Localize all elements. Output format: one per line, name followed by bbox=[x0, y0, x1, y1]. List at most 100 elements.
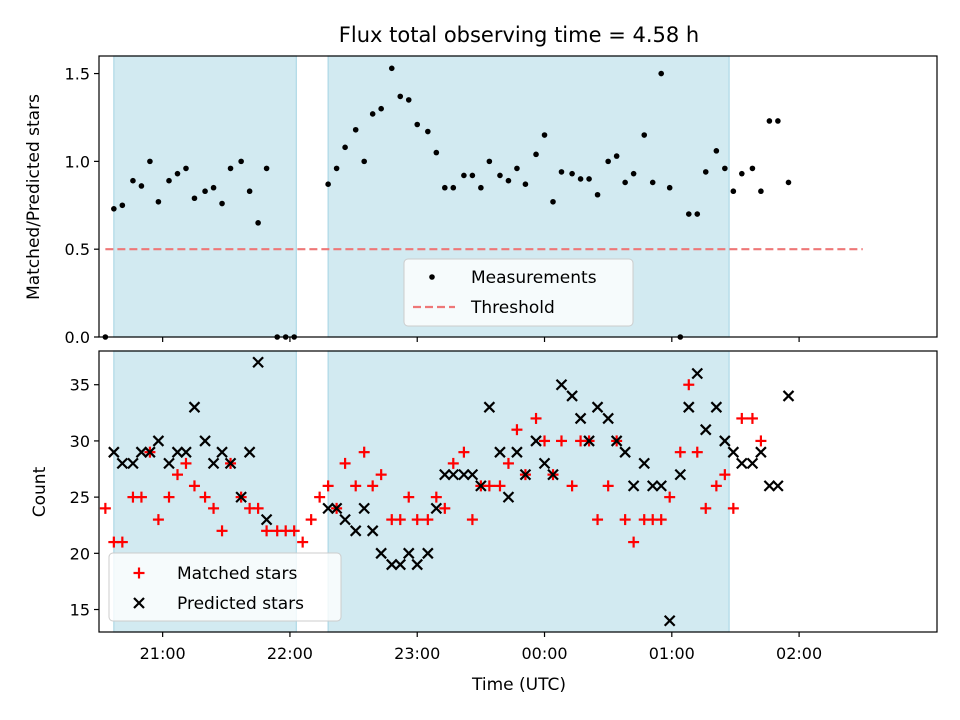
predicted-star-point bbox=[663, 614, 676, 627]
measurement-point bbox=[166, 177, 172, 184]
predicted-star-point bbox=[458, 468, 470, 481]
measurement-point bbox=[558, 169, 565, 175]
measurement-point bbox=[486, 158, 493, 165]
matched-star-point bbox=[566, 480, 578, 492]
predicted-star-point bbox=[772, 480, 784, 492]
matched-star-point bbox=[655, 514, 667, 526]
predicted-star-point bbox=[375, 547, 387, 560]
predicted-star-point bbox=[322, 502, 334, 515]
measurement-points bbox=[102, 65, 792, 340]
predicted-stars-points bbox=[108, 356, 795, 627]
predicted-star-point bbox=[411, 558, 424, 571]
predicted-star-point bbox=[216, 446, 228, 458]
matched-star-point bbox=[288, 525, 300, 537]
matched-star-point bbox=[135, 491, 147, 503]
measurement-point bbox=[658, 70, 665, 77]
bottom-y-tick-label: 35 bbox=[70, 376, 90, 395]
measurement-point bbox=[263, 165, 270, 172]
predicted-star-point bbox=[394, 558, 407, 571]
measurement-point bbox=[478, 184, 484, 191]
matched-star-point bbox=[458, 446, 470, 458]
predicted-star-point bbox=[746, 457, 759, 470]
matched-star-point bbox=[736, 412, 748, 424]
predicted-star-point bbox=[422, 547, 434, 560]
matched-star-point bbox=[555, 435, 567, 447]
measurement-point bbox=[369, 111, 376, 117]
predicted-star-point bbox=[188, 401, 201, 413]
predicted-star-point bbox=[566, 390, 578, 402]
measurement-point bbox=[775, 118, 781, 124]
matched-star-point bbox=[116, 536, 128, 548]
measurement-point bbox=[325, 181, 331, 188]
predicted-star-point bbox=[591, 401, 604, 413]
matched-star-point bbox=[592, 514, 604, 526]
matched-star-point bbox=[305, 514, 317, 526]
matched-star-point bbox=[314, 491, 326, 503]
matched-star-point bbox=[619, 514, 631, 526]
matched-star-point bbox=[411, 514, 423, 526]
predicted-star-point bbox=[447, 468, 460, 481]
predicted-star-point bbox=[152, 435, 165, 447]
predicted-star-point bbox=[108, 446, 120, 458]
predicted-star-point bbox=[430, 502, 443, 515]
predicted-star-point bbox=[763, 480, 776, 492]
predicted-star-point bbox=[439, 468, 451, 481]
predicted-star-point bbox=[511, 446, 523, 458]
measurement-point bbox=[533, 151, 539, 158]
bottom-legend-box bbox=[108, 552, 342, 622]
measurement-point bbox=[246, 188, 253, 195]
top-y-tick-label: 0.5 bbox=[65, 240, 90, 259]
predicted-star-point bbox=[727, 446, 740, 458]
matched-star-point bbox=[403, 491, 415, 503]
measurement-point bbox=[713, 148, 720, 154]
matched-star-point bbox=[367, 480, 379, 492]
measurement-point bbox=[450, 184, 457, 191]
predicted-star-point bbox=[366, 525, 379, 537]
measurement-point bbox=[138, 183, 145, 189]
predicted-star-point bbox=[538, 457, 551, 470]
legend-measurements-label: Measurements bbox=[471, 268, 597, 288]
measurement-point bbox=[238, 158, 244, 165]
predicted-star-point bbox=[402, 547, 415, 560]
x-axis-label: Time (UTC) bbox=[471, 675, 566, 695]
bottom-x-ticks: 21:00 22:00 23:00 00:00 01:00 02:00 bbox=[140, 632, 822, 663]
measurement-point bbox=[694, 211, 701, 217]
measurement-point bbox=[442, 184, 448, 191]
measurement-point bbox=[605, 158, 611, 165]
predicted-star-point bbox=[199, 435, 211, 447]
legend-measurement-marker bbox=[429, 274, 435, 280]
top-y-tick-label: 0.0 bbox=[65, 328, 90, 347]
x-tick-label: 02:00 bbox=[776, 644, 822, 663]
matched-star-point bbox=[755, 435, 767, 447]
matched-star-point bbox=[180, 457, 192, 469]
measurement-point bbox=[219, 200, 225, 207]
measurement-point bbox=[497, 172, 503, 179]
measurement-point bbox=[666, 184, 673, 191]
predicted-star-point bbox=[755, 446, 767, 458]
predicted-star-point bbox=[144, 446, 156, 458]
measurement-point bbox=[388, 65, 395, 72]
top-x-ticks bbox=[162, 337, 800, 342]
x-tick-label: 01:00 bbox=[649, 644, 695, 663]
x-tick-label: 23:00 bbox=[394, 644, 440, 663]
predicted-star-point bbox=[782, 390, 795, 402]
bottom-panel: 15 20 25 30 35 21:00 22:00 23:00 00:00 01:00 02:0… bbox=[30, 350, 938, 695]
predicted-star-point bbox=[349, 525, 362, 537]
matched-star-point bbox=[700, 502, 712, 514]
measurement-point bbox=[397, 93, 404, 100]
measurement-point bbox=[130, 177, 136, 184]
measurement-point bbox=[685, 211, 692, 217]
predicted-star-point bbox=[674, 468, 687, 481]
measurement-point bbox=[469, 172, 476, 179]
matched-star-point bbox=[339, 457, 351, 469]
matched-star-point bbox=[252, 502, 264, 514]
matched-star-point bbox=[350, 480, 362, 492]
legend-threshold-label: Threshold bbox=[470, 298, 555, 318]
matched-star-point bbox=[188, 480, 200, 492]
bottom-y-axis-label: Count bbox=[30, 466, 50, 517]
top-legend: Measurements Threshold bbox=[403, 258, 634, 327]
matched-star-point bbox=[99, 502, 111, 514]
bottom-y-ticks: 15 20 25 30 35 bbox=[70, 376, 99, 620]
matched-star-point bbox=[447, 457, 459, 469]
top-y-axis-label: Matched/Predicted stars bbox=[24, 94, 44, 300]
